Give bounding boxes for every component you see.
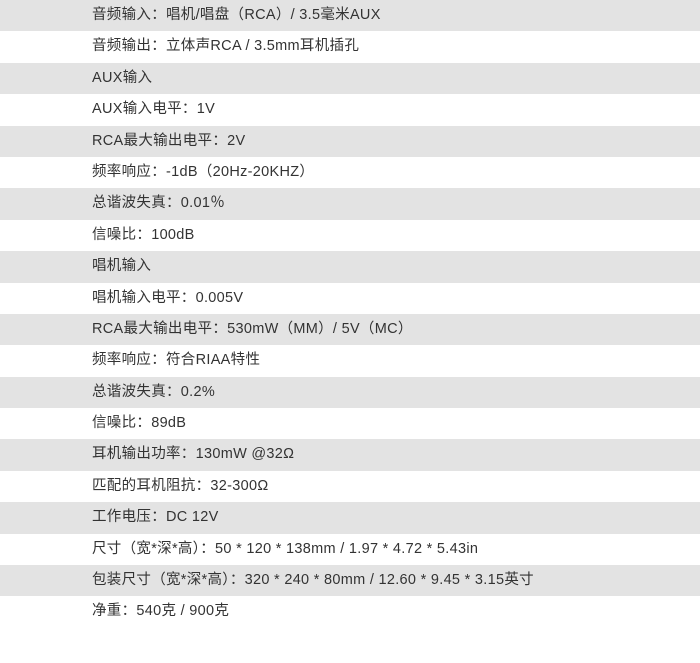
spec-text: 尺寸（宽*深*高）：50 * 120 * 138mm / 1.97 * 4.72…	[92, 541, 478, 557]
spec-row: RCA最大输出电平：2V	[0, 126, 700, 157]
spec-text: 唱机输入	[92, 258, 151, 274]
spec-row: RCA最大输出电平：530mW（MM）/ 5V（MC）	[0, 314, 700, 345]
spec-row: 音频输出：立体声RCA / 3.5mm耳机插孔	[0, 31, 700, 62]
spec-table: 音频输入：唱机/唱盘（RCA）/ 3.5毫米AUX 音频输出：立体声RCA / …	[0, 0, 700, 628]
spec-row: 包装尺寸（宽*深*高）：320 * 240 * 80mm / 12.60 * 9…	[0, 565, 700, 596]
spec-text: 频率响应：符合RIAA特性	[92, 352, 260, 368]
spec-text: AUX输入电平：1V	[92, 101, 215, 117]
spec-text: 频率响应：-1dB（20Hz-20KHZ）	[92, 164, 314, 180]
spec-row: 匹配的耳机阻抗：32-300Ω	[0, 471, 700, 502]
spec-text: 工作电压：DC 12V	[92, 509, 219, 525]
spec-text: 信噪比：89dB	[92, 415, 186, 431]
spec-text: RCA最大输出电平：2V	[92, 133, 245, 149]
spec-text: 总谐波失真：0.01％	[92, 195, 225, 211]
spec-row: 唱机输入电平：0.005V	[0, 283, 700, 314]
spec-row: 频率响应：-1dB（20Hz-20KHZ）	[0, 157, 700, 188]
spec-row: 总谐波失真：0.01％	[0, 188, 700, 219]
spec-row: 尺寸（宽*深*高）：50 * 120 * 138mm / 1.97 * 4.72…	[0, 534, 700, 565]
spec-row: 工作电压：DC 12V	[0, 502, 700, 533]
spec-row: 信噪比：89dB	[0, 408, 700, 439]
spec-row: AUX输入	[0, 63, 700, 94]
spec-row: 信噪比：100dB	[0, 220, 700, 251]
spec-text: 总谐波失真：0.2%	[92, 384, 215, 400]
spec-text: RCA最大输出电平：530mW（MM）/ 5V（MC）	[92, 321, 413, 337]
spec-text: AUX输入	[92, 70, 152, 86]
spec-row: 频率响应：符合RIAA特性	[0, 345, 700, 376]
spec-row: 总谐波失真：0.2%	[0, 377, 700, 408]
spec-row: 净重：540克 / 900克	[0, 596, 700, 627]
spec-row: AUX输入电平：1V	[0, 94, 700, 125]
spec-text: 唱机输入电平：0.005V	[92, 290, 243, 306]
spec-text: 耳机输出功率：130mW @32Ω	[92, 446, 294, 462]
spec-row: 耳机输出功率：130mW @32Ω	[0, 439, 700, 470]
spec-text: 音频输出：立体声RCA / 3.5mm耳机插孔	[92, 38, 359, 54]
spec-text: 净重：540克 / 900克	[92, 603, 229, 619]
spec-text: 信噪比：100dB	[92, 227, 195, 243]
spec-row: 唱机输入	[0, 251, 700, 282]
spec-text: 音频输入：唱机/唱盘（RCA）/ 3.5毫米AUX	[92, 7, 381, 23]
spec-text: 包装尺寸（宽*深*高）：320 * 240 * 80mm / 12.60 * 9…	[92, 572, 534, 588]
spec-row: 音频输入：唱机/唱盘（RCA）/ 3.5毫米AUX	[0, 0, 700, 31]
spec-text: 匹配的耳机阻抗：32-300Ω	[92, 478, 269, 494]
